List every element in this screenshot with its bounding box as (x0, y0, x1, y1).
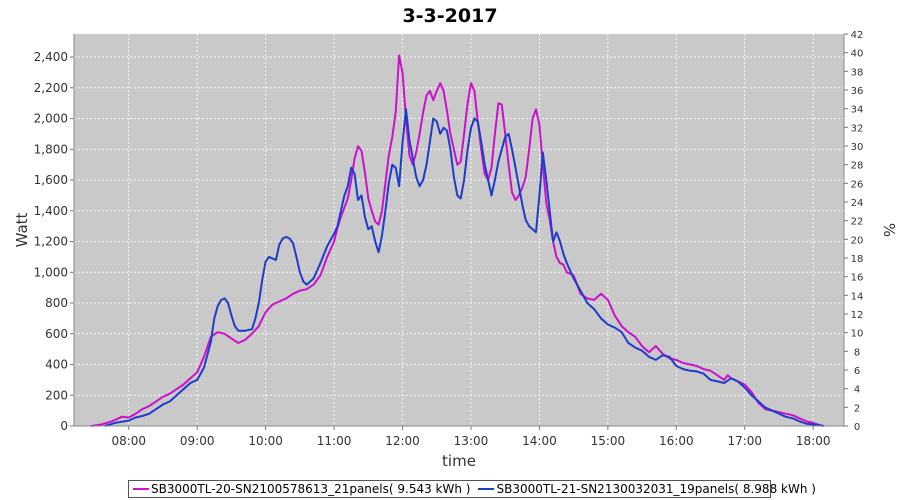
x-axis-label: time (442, 452, 476, 470)
chart-title: 3-3-2017 (402, 5, 497, 27)
y2-tick-label: 2 (854, 403, 860, 414)
x-tick-label: 17:00 (727, 434, 762, 448)
y2-tick-label: 20 (851, 235, 864, 246)
y2-tick-label: 18 (851, 254, 864, 265)
y2-tick-label: 38 (851, 67, 864, 78)
y-tick-label: 2,000 (34, 112, 68, 126)
x-tick-label: 16:00 (659, 434, 694, 448)
y-tick-label: 200 (45, 388, 68, 402)
y2-tick-label: 26 (851, 179, 864, 190)
x-tick-label: 11:00 (317, 434, 352, 448)
y2-axis-label: % (880, 223, 898, 237)
chart-svg: 3-3-2017 02004006008001,0001,2001,4001,6… (13, 5, 898, 470)
legend-swatch-blue (478, 488, 495, 490)
legend: SB3000TL-20-SN2100578613_21panels( 9.543… (128, 480, 816, 498)
plot-area (74, 34, 844, 426)
y2-tick-label: 16 (851, 273, 864, 284)
legend-item-series-2: SB3000TL-21-SN2130032031_19panels( 8.988… (478, 482, 816, 496)
y2-tick-label: 24 (851, 198, 864, 209)
x-tick-label: 14:00 (522, 434, 557, 448)
y2-tick-label: 42 (851, 30, 864, 41)
y2-tick-label: 40 (851, 49, 864, 60)
y-tick-label: 0 (60, 419, 68, 433)
y-tick-label: 800 (45, 296, 68, 310)
y2-tick-label: 36 (851, 86, 864, 97)
series-line-1 (90, 54, 824, 427)
y2-tick-label: 30 (851, 142, 864, 153)
y-tick-label: 2,400 (34, 50, 68, 64)
y2-tick-label: 4 (854, 385, 860, 396)
legend-item-series-1: SB3000TL-20-SN2100578613_21panels( 9.543… (133, 482, 470, 496)
grid (74, 34, 844, 427)
y2-tick-label: 22 (851, 217, 864, 228)
x-tick-label: 12:00 (385, 434, 420, 448)
axes: 02004006008001,0001,2001,4001,6001,8002,… (34, 30, 864, 448)
series-line-2 (104, 108, 824, 427)
y2-tick-label: 6 (854, 366, 860, 377)
y2-tick-label: 10 (851, 329, 864, 340)
y-tick-label: 2,200 (34, 81, 68, 95)
y2-tick-label: 12 (851, 310, 864, 321)
series-lines (90, 54, 824, 427)
y2-tick-label: 28 (851, 161, 864, 172)
y2-tick-label: 32 (851, 123, 864, 134)
legend-label-series-1: SB3000TL-20-SN2100578613_21panels( 9.543… (151, 482, 471, 496)
x-tick-label: 10:00 (248, 434, 283, 448)
x-tick-label: 09:00 (180, 434, 215, 448)
y-tick-label: 600 (45, 327, 68, 341)
x-tick-label: 18:00 (796, 434, 831, 448)
x-tick-label: 08:00 (111, 434, 146, 448)
y-axis-label: Watt (13, 212, 31, 247)
y2-tick-label: 34 (851, 105, 864, 116)
y-tick-label: 1,600 (34, 173, 68, 187)
x-tick-label: 13:00 (454, 434, 489, 448)
y-tick-label: 400 (45, 358, 68, 372)
y-tick-label: 1,800 (34, 142, 68, 156)
legend-label-series-2: SB3000TL-21-SN2130032031_19panels( 8.988… (496, 482, 816, 496)
y2-tick-label: 0 (854, 422, 860, 433)
y2-tick-label: 14 (851, 291, 864, 302)
y-tick-label: 1,400 (34, 204, 68, 218)
y2-tick-label: 8 (854, 347, 860, 358)
legend-swatch-magenta (133, 488, 149, 490)
y-tick-label: 1,200 (34, 235, 68, 249)
y-tick-label: 1,000 (34, 265, 68, 279)
x-tick-label: 15:00 (591, 434, 626, 448)
